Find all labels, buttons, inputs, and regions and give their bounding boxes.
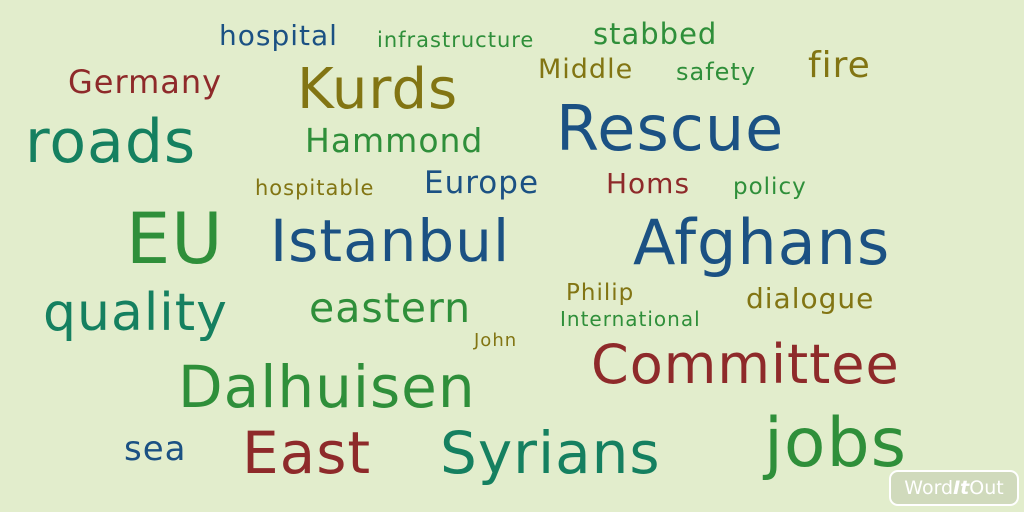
word-europe: Europe (424, 165, 540, 201)
word-stabbed: stabbed (593, 17, 718, 51)
word-eastern: eastern (309, 284, 472, 332)
word-roads: roads (25, 107, 197, 177)
word-syrians: Syrians (440, 419, 661, 487)
word-dialogue: dialogue (746, 282, 875, 315)
word-sea: sea (124, 429, 187, 469)
word-hospitable: hospitable (255, 176, 375, 200)
word-dalhuisen: Dalhuisen (178, 353, 476, 421)
word-germany: Germany (68, 63, 223, 101)
word-safety: safety (676, 58, 757, 86)
word-hammond: Hammond (305, 121, 484, 160)
word-quality: quality (43, 283, 228, 343)
word-eu: EU (126, 198, 224, 280)
logo-word: Word (904, 477, 954, 499)
word-afghans: Afghans (633, 206, 891, 279)
word-kurds: Kurds (297, 57, 459, 122)
word-jobs: jobs (764, 404, 908, 483)
wordltout-logo: Word It Out (889, 470, 1019, 506)
word-philip: Philip (566, 280, 635, 306)
word-east: East (242, 419, 372, 487)
word-homs: Homs (606, 167, 691, 200)
word-rescue: Rescue (556, 92, 785, 165)
logo-it: It (953, 477, 970, 499)
word-international: International (560, 307, 701, 331)
word-john: John (474, 330, 518, 351)
word-istanbul: Istanbul (270, 207, 511, 275)
word-policy: policy (733, 174, 807, 200)
word-fire: fire (808, 45, 871, 86)
word-committee: Committee (591, 333, 900, 396)
word-hospital: hospital (219, 19, 338, 52)
logo-out: Out (969, 477, 1004, 499)
word-infrastructure: infrastructure (377, 28, 535, 52)
word-middle: Middle (538, 54, 634, 85)
